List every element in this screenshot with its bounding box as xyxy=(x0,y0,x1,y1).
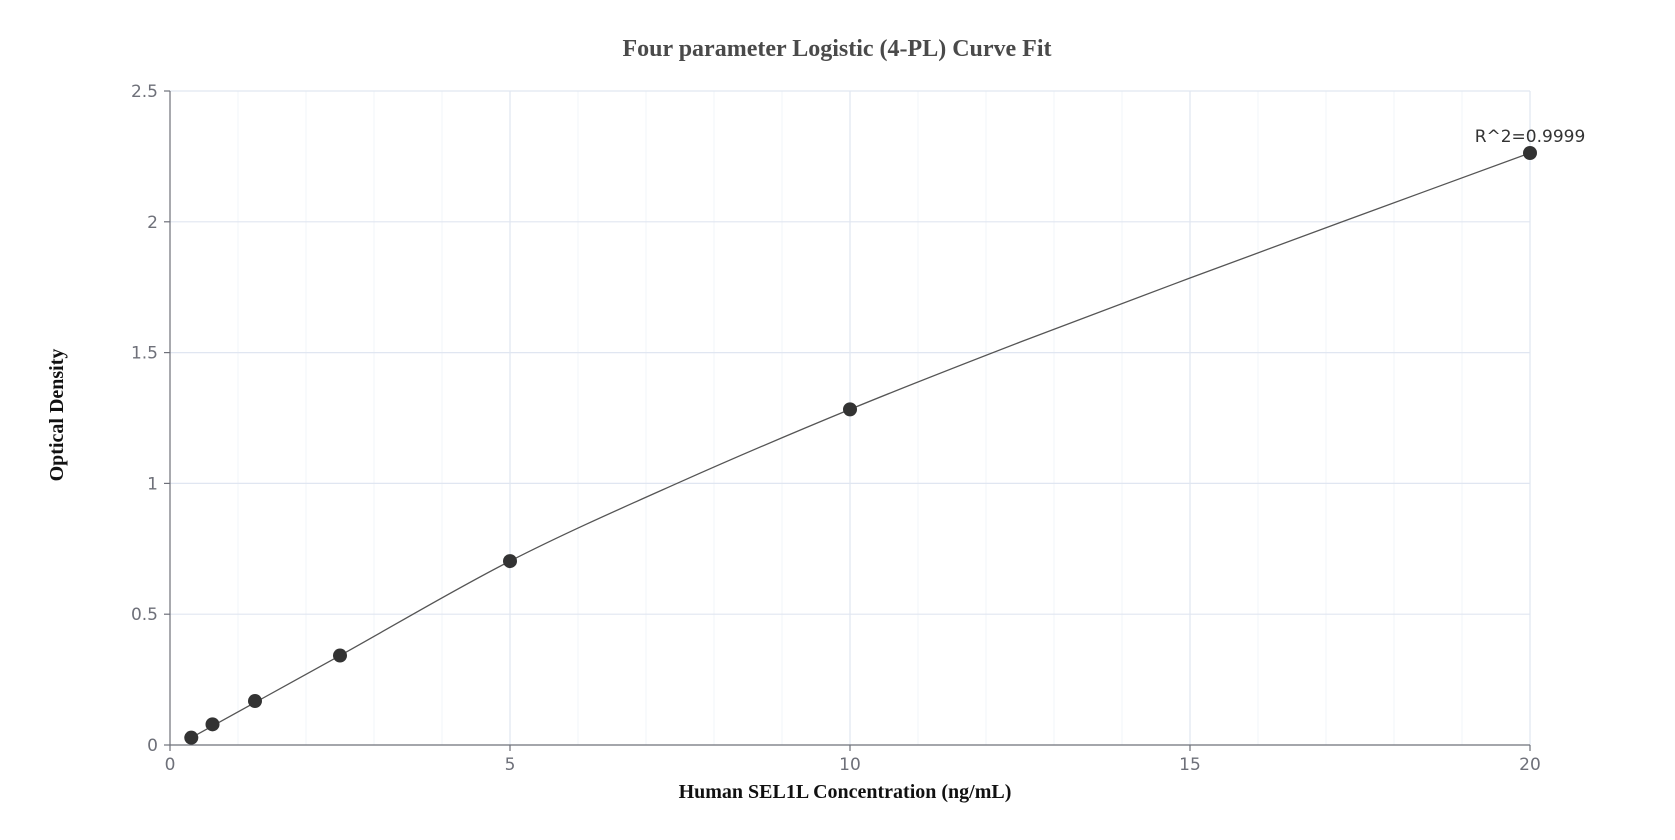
minor-grid xyxy=(237,91,1463,745)
y-tick-label: 0 xyxy=(147,736,158,756)
r-squared-annotation: R^2=0.9999 xyxy=(1475,127,1586,147)
data-point xyxy=(503,554,517,569)
chart-title: Four parameter Logistic (4-PL) Curve Fit xyxy=(622,36,1051,62)
y-tick-label: 1 xyxy=(147,474,158,494)
y-tick-label: 2.5 xyxy=(131,82,158,102)
x-tick-label: 10 xyxy=(839,755,861,775)
data-point xyxy=(248,694,262,709)
data-point xyxy=(843,402,857,417)
y-tick-label: 1.5 xyxy=(131,344,158,364)
axes xyxy=(164,90,1531,751)
fit-curve-line xyxy=(190,152,1531,739)
y-axis-label: Optical Density xyxy=(46,349,68,482)
data-point xyxy=(184,730,199,745)
y-tick-label: 2 xyxy=(147,213,158,233)
x-axis-label: Human SEL1L Concentration (ng/mL) xyxy=(679,781,1012,803)
x-tick-label: 5 xyxy=(505,755,516,775)
x-tick-label: 0 xyxy=(165,755,176,775)
data-point xyxy=(333,648,347,663)
data-points xyxy=(184,145,1537,745)
y-tick-label: 0.5 xyxy=(131,605,158,625)
x-tick-label: 20 xyxy=(1519,755,1541,775)
data-point xyxy=(1523,145,1537,160)
tick-labels: 0 5 10 15 20 0 0.5 1 1.5 2 2.5 xyxy=(131,82,1541,775)
x-tick-label: 15 xyxy=(1179,755,1201,775)
annotations: R^2=0.9999 xyxy=(1475,127,1586,147)
data-point xyxy=(205,717,220,732)
major-grid xyxy=(170,90,1531,745)
